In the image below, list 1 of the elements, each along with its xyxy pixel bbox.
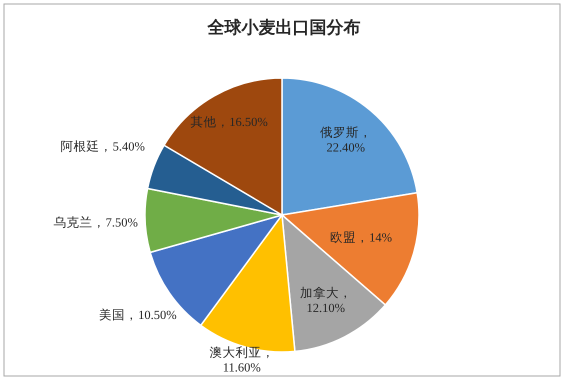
- chart-title: 全球小麦出口国分布: [206, 18, 360, 37]
